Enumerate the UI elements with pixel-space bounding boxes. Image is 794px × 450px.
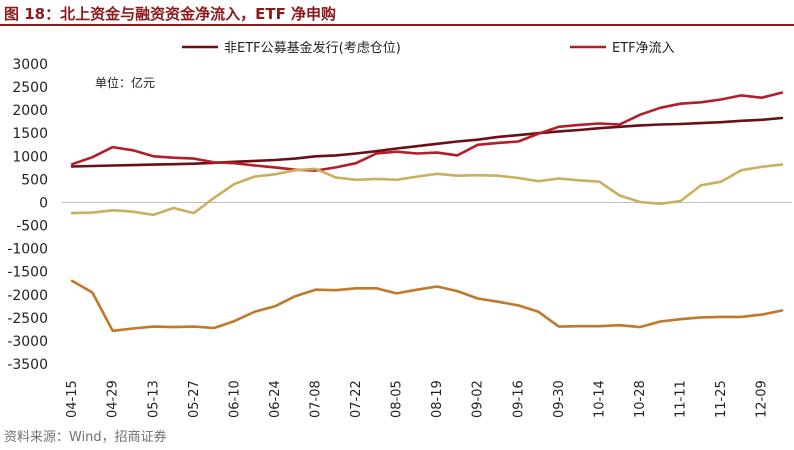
x-tick-label: 08-19	[430, 380, 445, 418]
x-axis: 04-15 04-29 05-13 05-27 06-10 06-24 07-08 07-22…	[65, 380, 769, 418]
page-title: 图 18：北上资金与融资资金净流入，ETF 净申购	[4, 5, 337, 23]
x-tick-label: 10-28	[633, 380, 648, 418]
legend-label: ETF净流入	[612, 41, 675, 56]
y-tick-label: -3500	[7, 357, 48, 373]
x-tick-label: 09-02	[471, 380, 486, 418]
chart-legend: 非ETF公募基金发行(考虑仓位) ETF净流入	[182, 40, 675, 56]
y-tick-label: -1500	[7, 265, 48, 281]
x-tick-label: 12-09	[755, 380, 770, 418]
title-divider	[0, 24, 794, 26]
x-tick-label: 07-08	[308, 380, 323, 418]
x-tick-label: 09-16	[511, 380, 526, 418]
y-tick-label: -1000	[7, 242, 48, 258]
x-tick-label: 07-22	[349, 380, 364, 418]
y-tick-label: 1000	[12, 149, 48, 165]
x-tick-label: 05-27	[187, 380, 202, 418]
x-tick-label: 06-24	[268, 380, 283, 418]
y-tick-label: -2000	[7, 288, 48, 304]
series-line-4	[70, 279, 784, 333]
x-tick-label: 06-10	[227, 380, 242, 418]
x-tick-label: 10-14	[592, 380, 607, 418]
series-line-2	[70, 91, 784, 172]
x-tick-label: 04-15	[65, 380, 80, 418]
y-tick-label: 2000	[12, 103, 48, 119]
x-tick-label: 04-29	[106, 380, 121, 418]
y-tick-label: -500	[16, 219, 48, 235]
y-tick-label: 500	[21, 172, 48, 188]
y-tick-label: 1500	[12, 126, 48, 142]
y-tick-label: 3000	[12, 57, 48, 73]
x-tick-label: 09-30	[552, 380, 567, 418]
y-tick-label: 0	[39, 195, 48, 211]
y-axis: 3000 2500 2000 1500 1000 500 0 -500 -1000 -1500 -2…	[7, 57, 792, 373]
y-tick-label: -3000	[7, 334, 48, 350]
x-tick-label: 08-05	[390, 380, 405, 418]
unit-label: 单位：亿元	[95, 75, 155, 90]
series-line-1	[70, 116, 784, 168]
x-tick-label: 11-25	[714, 380, 729, 418]
series-line-3	[70, 163, 784, 217]
y-tick-label: 2500	[12, 80, 48, 96]
x-tick-label: 05-13	[146, 380, 161, 418]
x-tick-label: 11-11	[673, 380, 688, 418]
series-layer	[70, 91, 784, 333]
source-note: 资料来源：Wind，招商证券	[4, 430, 167, 445]
legend-label: 非ETF公募基金发行(考虑仓位)	[224, 40, 401, 56]
y-tick-label: -2500	[7, 311, 48, 327]
